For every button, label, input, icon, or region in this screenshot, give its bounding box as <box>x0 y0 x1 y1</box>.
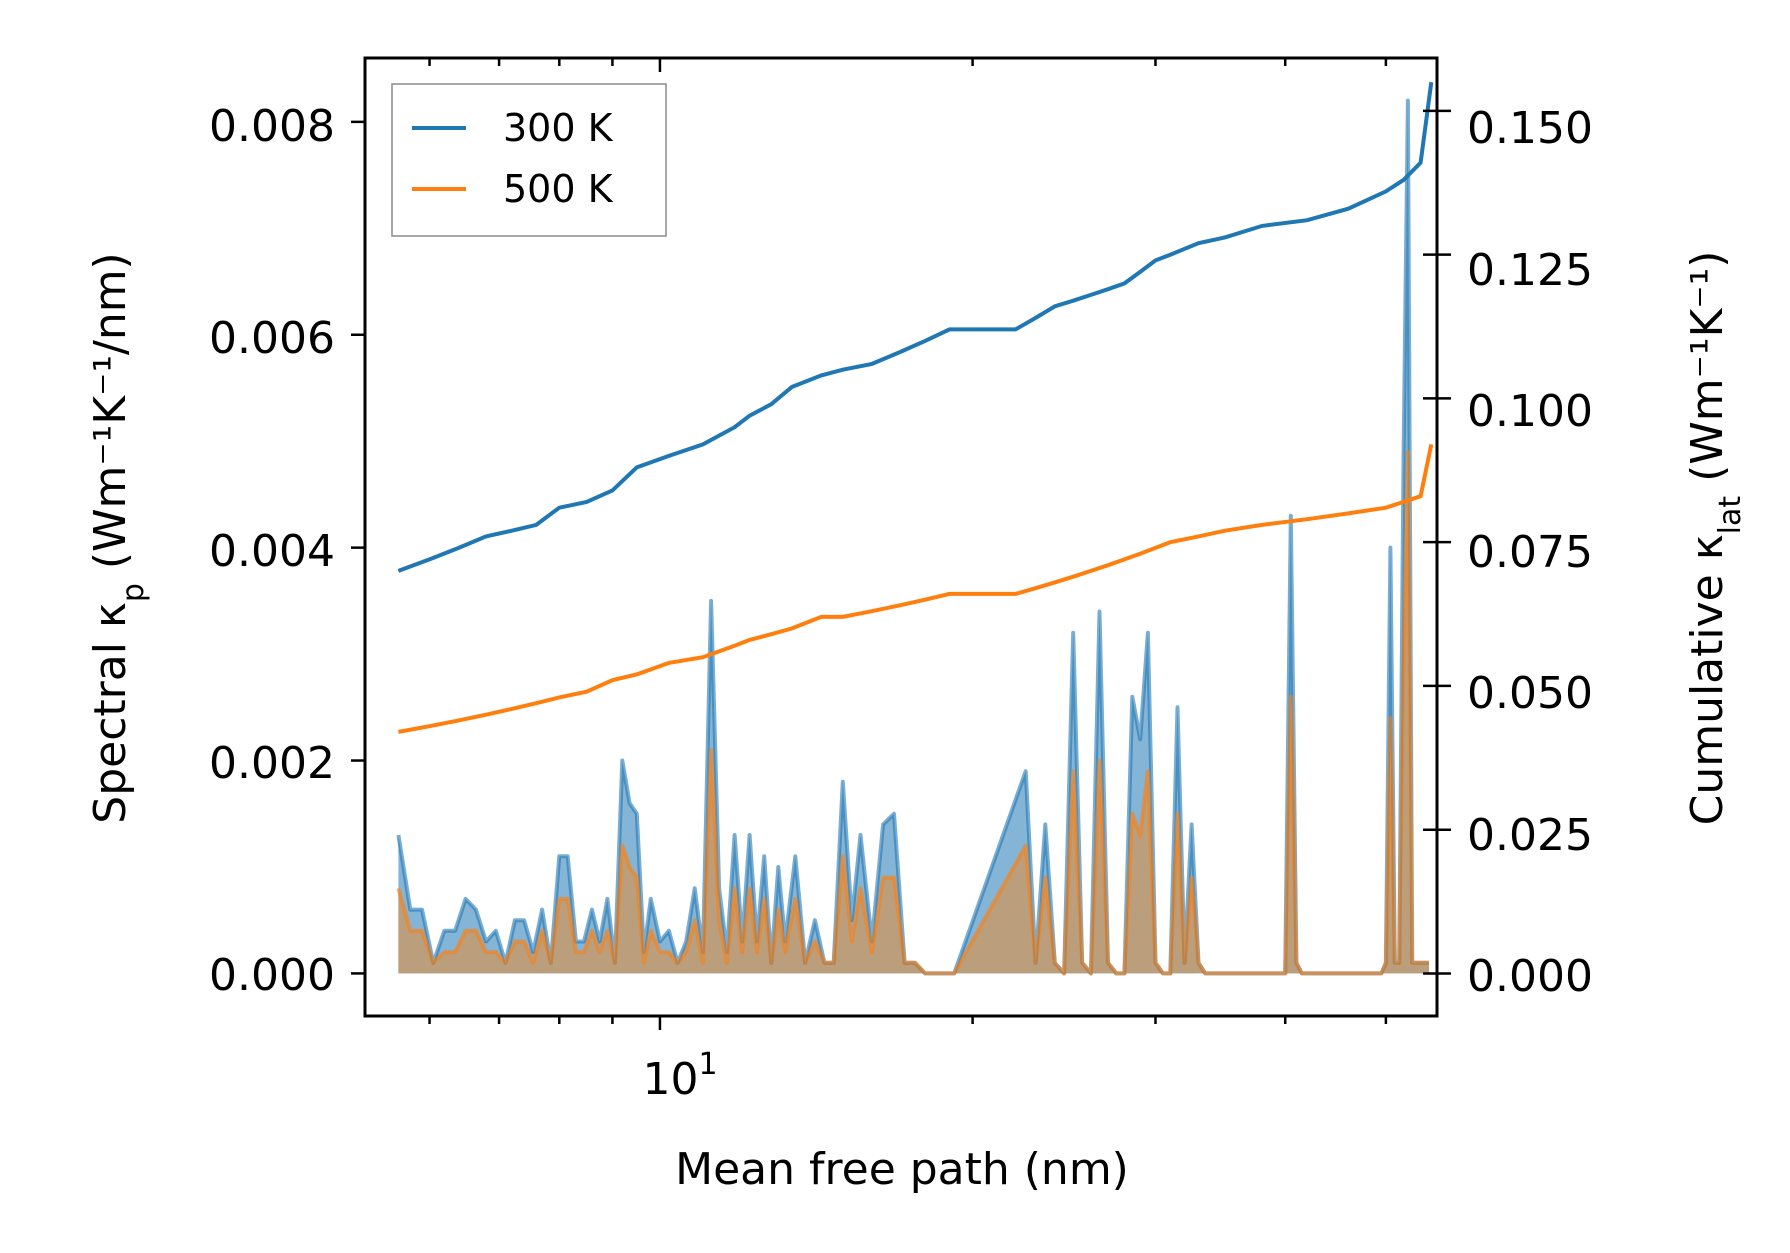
x-axis-title: Mean free path (nm) <box>675 1144 1129 1195</box>
right-tick-labels: 0.000 0.025 0.050 0.075 0.100 0.125 0.15… <box>1467 103 1593 1002</box>
right-tick-label: 0.075 <box>1467 527 1593 578</box>
axis-ticks <box>351 58 1451 1030</box>
right-tick-label: 0.000 <box>1467 951 1593 1002</box>
left-tick-label: 0.004 <box>209 526 335 577</box>
left-tick-label: 0.006 <box>209 313 335 364</box>
left-axis-title-sub: p <box>116 583 151 602</box>
spectral-line-500k <box>396 449 1429 976</box>
cumulative-line-500k <box>398 443 1434 734</box>
cumulative-lines <box>397 81 1434 734</box>
spectral-fill-500k <box>398 451 1429 974</box>
legend: 300 K 500 K <box>391 83 667 237</box>
spectral-lines <box>396 98 1429 976</box>
left-axis-title: Spectral κp (Wm⁻¹K⁻¹/nm) <box>85 252 151 823</box>
legend-label-500k: 500 K <box>503 167 614 211</box>
x-tick-base: 10 <box>642 1054 698 1105</box>
right-tick-label: 0.125 <box>1467 245 1593 296</box>
cumulative-line-300k <box>397 81 1434 573</box>
x-tick-label: 101 <box>642 1047 717 1105</box>
plot-frame <box>363 56 1439 1018</box>
right-axis-title-prefix: Cumulative κ <box>1682 534 1733 825</box>
right-tick-label: 0.100 <box>1467 386 1593 437</box>
right-tick-label: 0.025 <box>1467 810 1593 861</box>
x-tick-exponent: 1 <box>698 1047 717 1082</box>
left-tick-labels: 0.000 0.002 0.004 0.006 0.008 <box>209 101 335 1001</box>
left-axis-title-prefix: Spectral κ <box>85 602 136 824</box>
right-tick-label: 0.050 <box>1467 668 1593 719</box>
right-axis-title-units: (Wm⁻¹K⁻¹) <box>1682 251 1733 496</box>
legend-box <box>391 83 667 237</box>
right-tick-label: 0.150 <box>1467 103 1593 154</box>
legend-label-300k: 300 K <box>503 106 614 150</box>
left-axis-title-units: (Wm⁻¹K⁻¹/nm) <box>85 252 136 583</box>
right-axis-title: Cumulative κlat (Wm⁻¹K⁻¹) <box>1682 251 1748 826</box>
right-axis-title-sub: lat <box>1713 496 1748 535</box>
left-tick-label: 0.000 <box>209 950 335 1001</box>
left-tick-label: 0.002 <box>209 738 335 789</box>
left-tick-label: 0.008 <box>209 101 335 152</box>
